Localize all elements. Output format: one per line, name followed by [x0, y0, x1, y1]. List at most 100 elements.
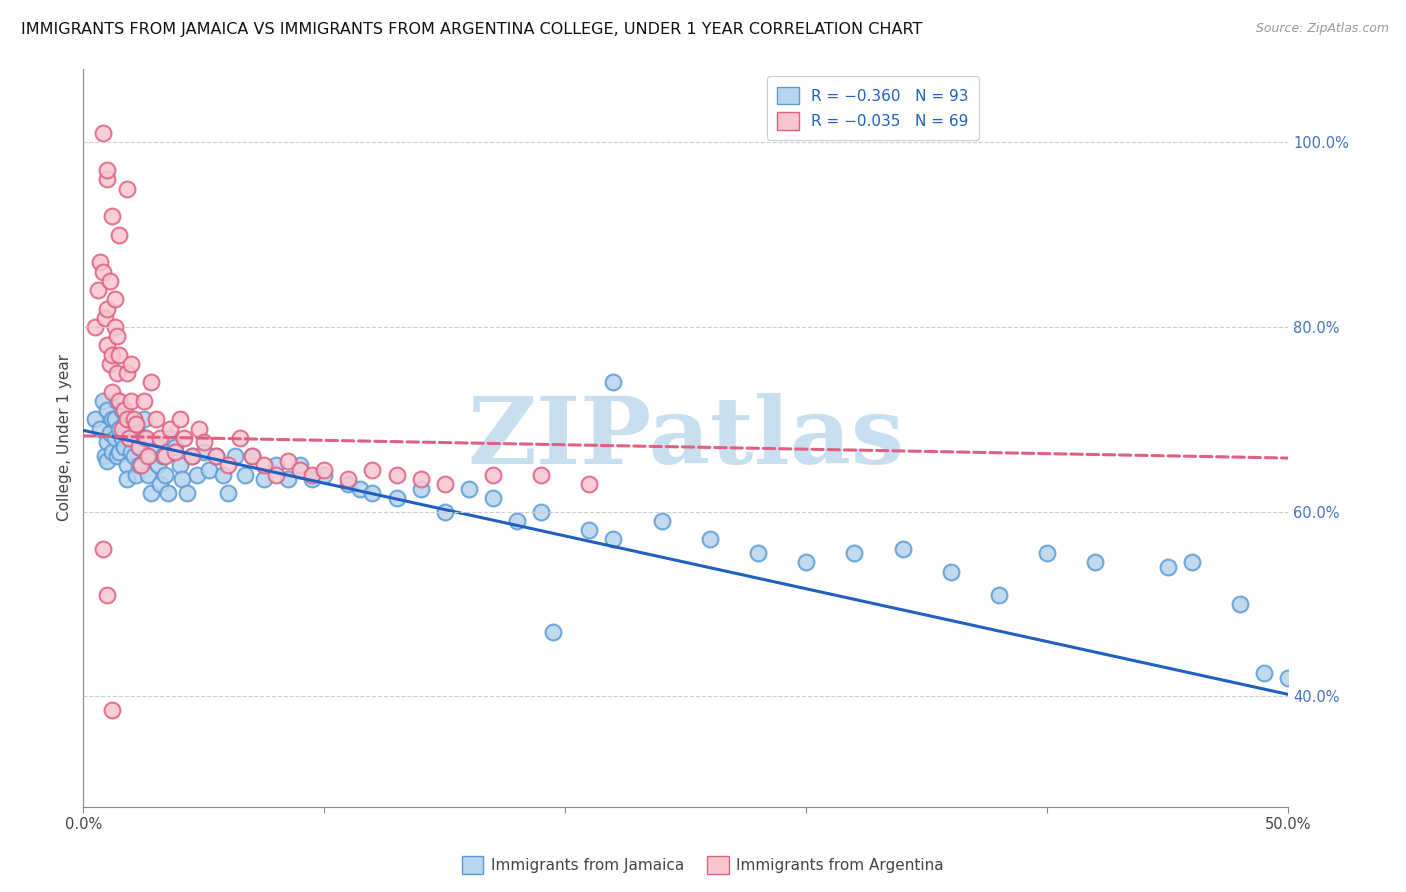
Point	[115, 412, 138, 426]
Point	[188, 421, 211, 435]
Point	[138, 449, 160, 463]
Point	[288, 458, 311, 473]
Point	[530, 467, 553, 482]
Point	[212, 467, 235, 482]
Point	[987, 588, 1010, 602]
Point	[105, 366, 128, 380]
Point	[108, 393, 131, 408]
Point	[108, 227, 131, 242]
Point	[125, 417, 148, 431]
Point	[193, 444, 215, 458]
Text: Source: ZipAtlas.com: Source: ZipAtlas.com	[1256, 22, 1389, 36]
Point	[128, 440, 150, 454]
Point	[482, 467, 505, 482]
Point	[264, 467, 287, 482]
Point	[101, 209, 124, 223]
Point	[602, 376, 624, 390]
Point	[163, 440, 186, 454]
Point	[135, 449, 157, 463]
Point	[111, 431, 134, 445]
Point	[139, 486, 162, 500]
Point	[129, 458, 152, 473]
Point	[264, 458, 287, 473]
Point	[89, 255, 111, 269]
Point	[128, 458, 150, 473]
Point	[121, 357, 143, 371]
Point	[186, 467, 208, 482]
Point	[111, 403, 134, 417]
Point	[115, 458, 138, 473]
Point	[146, 458, 169, 473]
Point	[101, 384, 124, 399]
Point	[115, 366, 138, 380]
Legend: R = −0.360   N = 93, R = −0.035   N = 69: R = −0.360 N = 93, R = −0.035 N = 69	[766, 76, 979, 140]
Point	[176, 486, 198, 500]
Point	[105, 449, 128, 463]
Point	[337, 472, 360, 486]
Point	[101, 412, 124, 426]
Point	[530, 505, 553, 519]
Point	[132, 431, 155, 445]
Point	[98, 426, 121, 441]
Point	[541, 624, 564, 639]
Text: IMMIGRANTS FROM JAMAICA VS IMMIGRANTS FROM ARGENTINA COLLEGE, UNDER 1 YEAR CORRE: IMMIGRANTS FROM JAMAICA VS IMMIGRANTS FR…	[21, 22, 922, 37]
Point	[104, 431, 127, 445]
Point	[1181, 555, 1204, 569]
Point	[138, 467, 160, 482]
Point	[156, 486, 179, 500]
Point	[172, 472, 194, 486]
Point	[482, 491, 505, 505]
Point	[197, 463, 219, 477]
Point	[91, 126, 114, 140]
Point	[578, 523, 600, 537]
Point	[361, 486, 384, 500]
Point	[96, 163, 118, 178]
Point	[204, 449, 226, 463]
Point	[96, 172, 118, 186]
Point	[96, 435, 118, 450]
Point	[118, 412, 141, 426]
Point	[96, 301, 118, 316]
Point	[747, 546, 769, 560]
Point	[361, 463, 384, 477]
Point	[132, 393, 155, 408]
Point	[98, 357, 121, 371]
Point	[108, 421, 131, 435]
Point	[121, 393, 143, 408]
Point	[118, 431, 141, 445]
Point	[602, 533, 624, 547]
Point	[152, 449, 174, 463]
Point	[125, 467, 148, 482]
Point	[385, 491, 408, 505]
Point	[112, 403, 135, 417]
Point	[180, 449, 202, 463]
Point	[121, 412, 143, 426]
Point	[91, 393, 114, 408]
Point	[1084, 555, 1107, 569]
Point	[87, 283, 110, 297]
Point	[115, 181, 138, 195]
Point	[1036, 546, 1059, 560]
Point	[277, 454, 299, 468]
Point	[224, 449, 246, 463]
Point	[155, 449, 177, 463]
Point	[98, 274, 121, 288]
Point	[229, 431, 252, 445]
Point	[149, 431, 172, 445]
Point	[84, 412, 107, 426]
Point	[128, 440, 150, 454]
Point	[159, 421, 181, 435]
Text: ZIPatlas: ZIPatlas	[467, 392, 904, 483]
Point	[91, 541, 114, 556]
Point	[217, 458, 239, 473]
Point	[457, 482, 479, 496]
Legend: Immigrants from Jamaica, Immigrants from Argentina: Immigrants from Jamaica, Immigrants from…	[456, 850, 950, 880]
Point	[101, 444, 124, 458]
Point	[217, 486, 239, 500]
Point	[314, 467, 336, 482]
Point	[115, 472, 138, 486]
Point	[121, 444, 143, 458]
Point	[112, 440, 135, 454]
Point	[409, 472, 432, 486]
Point	[104, 320, 127, 334]
